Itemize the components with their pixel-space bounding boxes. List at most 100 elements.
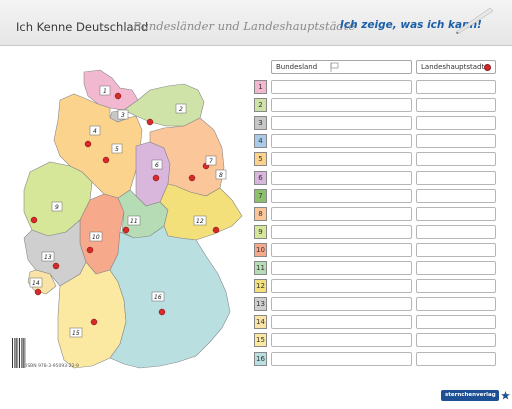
landeshauptstadt-input[interactable] (416, 333, 496, 348)
capital-dot-icon (484, 64, 491, 71)
column-header-bundesland-label: Bundesland (276, 63, 318, 71)
state-16-shape (109, 225, 231, 369)
landeshauptstadt-input[interactable] (416, 152, 496, 167)
row-number-badge: 3 (254, 116, 267, 131)
landeshauptstadt-input[interactable] (416, 98, 496, 113)
bundesland-input[interactable] (271, 152, 412, 167)
column-header-bundesland: Bundesland (271, 60, 412, 74)
bundesland-input[interactable] (271, 170, 412, 185)
landeshauptstadt-input[interactable] (416, 206, 496, 221)
header-slogan: Ich zeige, was ich kann! (340, 19, 482, 31)
table-row: 10 (254, 242, 498, 257)
bundesland-input[interactable] (271, 80, 412, 94)
landeshauptstadt-input[interactable] (416, 261, 496, 275)
capital-dot-14 (34, 288, 42, 296)
landeshauptstadt-input[interactable] (416, 279, 496, 294)
svg-text:15: 15 (72, 330, 80, 337)
capital-dot-15 (90, 318, 98, 326)
svg-text:14: 14 (32, 280, 40, 287)
landeshauptstadt-input[interactable] (416, 351, 496, 366)
bundesland-input[interactable] (271, 116, 412, 131)
bundesland-input[interactable] (271, 279, 412, 294)
table-row: 2 (254, 98, 498, 113)
row-number-badge: 1 (254, 80, 267, 94)
svg-text:2: 2 (179, 106, 183, 113)
table-row: 16 (254, 351, 498, 366)
svg-text:8: 8 (219, 172, 223, 179)
bundesland-input[interactable] (271, 188, 412, 203)
landeshauptstadt-input[interactable] (416, 116, 496, 131)
table-row: 8 (254, 206, 498, 221)
star-icon (501, 391, 510, 400)
row-number-badge: 15 (254, 333, 267, 348)
flag-1: 1 (99, 85, 111, 96)
capital-dot-4 (84, 140, 92, 148)
flag-7: 7 (205, 155, 217, 166)
flag-3: 3 (117, 109, 129, 120)
table-row: 14 (254, 315, 498, 330)
bundesland-input[interactable] (271, 297, 412, 312)
flag-10: 10 (89, 231, 103, 242)
bundesland-input[interactable] (271, 206, 412, 221)
column-header-landeshauptstadt: Landeshauptstadt (416, 60, 496, 74)
svg-text:7: 7 (209, 158, 213, 165)
landeshauptstadt-input[interactable] (416, 80, 496, 94)
svg-text:6: 6 (155, 162, 159, 169)
row-number-badge: 14 (254, 315, 267, 330)
column-header-landeshauptstadt-label: Landeshauptstadt (421, 63, 485, 71)
flag-16: 16 (151, 291, 165, 302)
capital-dot-1 (114, 92, 122, 100)
table-row: 15 (254, 333, 498, 348)
landeshauptstadt-input[interactable] (416, 224, 496, 239)
capital-dot-2 (146, 118, 154, 126)
flag-5: 5 (111, 143, 123, 154)
landeshauptstadt-input[interactable] (416, 188, 496, 203)
isbn-text: ISBN 978-3-95093-22-9 (26, 364, 79, 369)
landeshauptstadt-input[interactable] (416, 134, 496, 149)
bundesland-input[interactable] (271, 134, 412, 149)
capital-dot-12 (212, 226, 220, 234)
flag-6: 6 (151, 159, 163, 170)
flag-icon (330, 62, 339, 72)
bundesland-input[interactable] (271, 224, 412, 239)
table-row: 3 (254, 116, 498, 131)
page-subtitle: Bundesländer und Landeshauptstädte (133, 19, 356, 33)
svg-text:12: 12 (196, 218, 204, 225)
state-12-shape (159, 183, 243, 241)
svg-text:16: 16 (154, 294, 162, 301)
table-row: 12 (254, 279, 498, 294)
capital-dot-16 (158, 308, 166, 316)
flag-11: 11 (127, 215, 141, 226)
svg-text:1: 1 (103, 88, 107, 95)
table-row: 5 (254, 152, 498, 167)
landeshauptstadt-input[interactable] (416, 297, 496, 312)
flag-8: 8 (215, 169, 227, 180)
row-number-badge: 13 (254, 297, 267, 312)
landeshauptstadt-input[interactable] (416, 315, 496, 330)
landeshauptstadt-input[interactable] (416, 170, 496, 185)
table-row: 1 (254, 80, 498, 94)
table-row: 7 (254, 188, 498, 203)
row-number-badge: 12 (254, 279, 267, 294)
bundesland-input[interactable] (271, 98, 412, 113)
capital-dot-9 (30, 216, 38, 224)
flag-9: 9 (51, 201, 63, 212)
flag-4: 4 (89, 125, 101, 136)
bundesland-input[interactable] (271, 242, 412, 257)
svg-text:11: 11 (130, 218, 138, 225)
bundesland-input[interactable] (271, 315, 412, 330)
bundesland-input[interactable] (271, 351, 412, 366)
flag-13: 13 (41, 251, 55, 262)
flag-15: 15 (69, 327, 83, 338)
germany-map: 1 2 3 4 5 6 7 8 9 10 11 12 13 14 15 16 (23, 69, 243, 369)
capital-dot-13 (52, 262, 60, 270)
capital-dot-10 (86, 246, 94, 254)
bundesland-input[interactable] (271, 333, 412, 348)
row-number-badge: 9 (254, 224, 267, 239)
table-row: 4 (254, 134, 498, 149)
capital-dot-5 (102, 156, 110, 164)
landeshauptstadt-input[interactable] (416, 242, 496, 257)
table-row: 9 (254, 224, 498, 239)
bundesland-input[interactable] (271, 261, 412, 275)
flag-12: 12 (193, 215, 207, 226)
